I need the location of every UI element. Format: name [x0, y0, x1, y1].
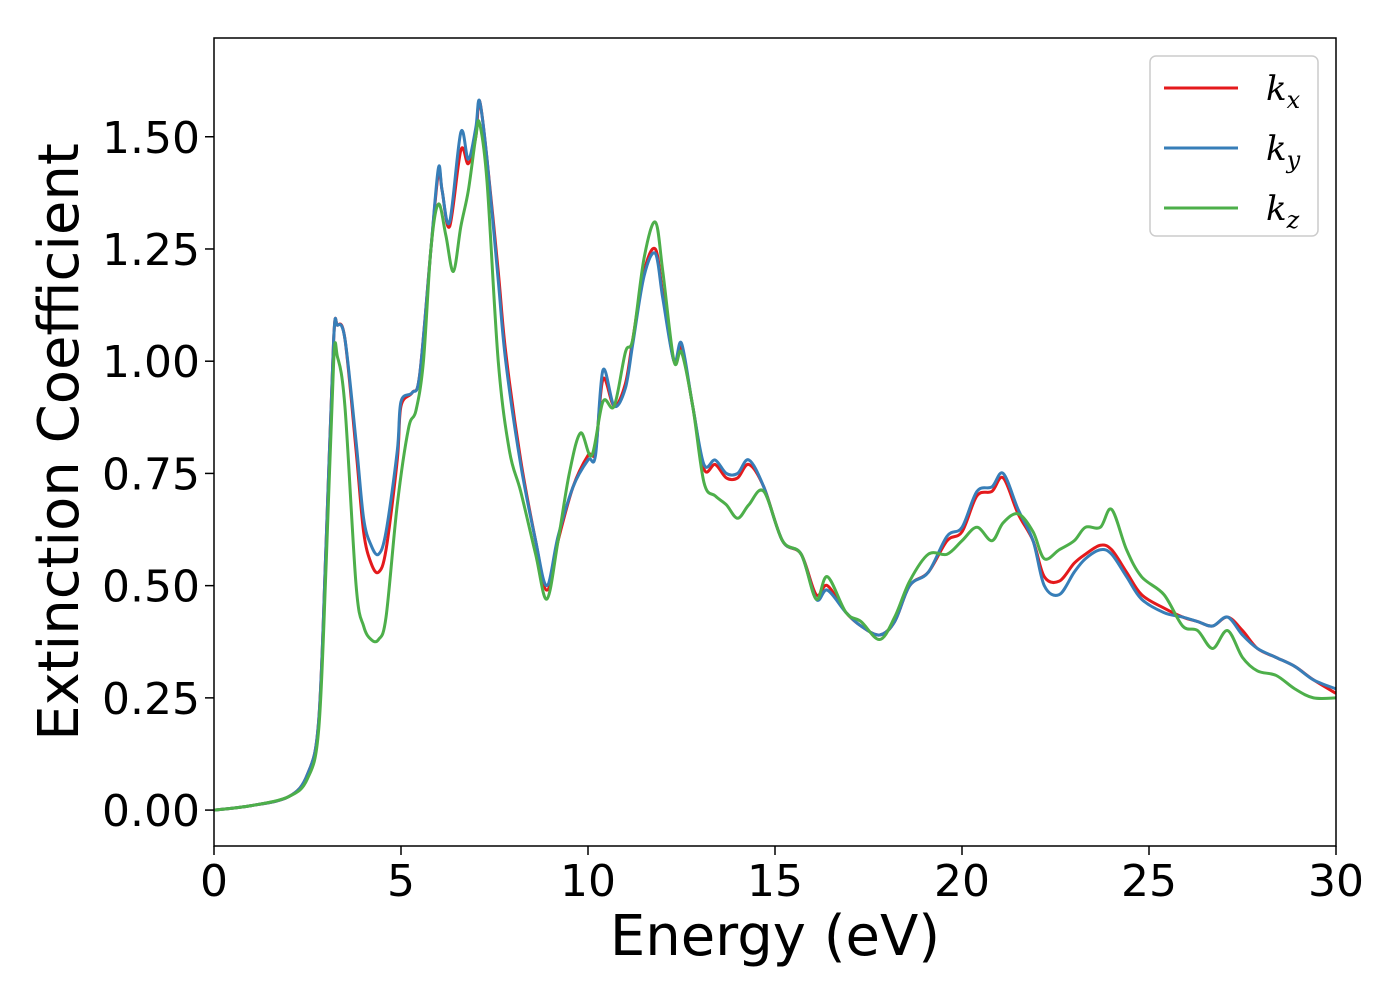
y-tick-label: 1.50	[102, 113, 200, 164]
plot-lines	[214, 98, 1336, 812]
x-axis-ticks: 0 5 10 15 20 25 30	[200, 846, 1364, 907]
x-tick-label: 15	[747, 856, 803, 907]
y-tick-label: 1.00	[102, 337, 200, 388]
legend-box	[1149, 55, 1319, 237]
x-tick-label: 0	[200, 856, 228, 907]
x-tick-label: 20	[934, 856, 990, 907]
y-tick-label: 0.00	[102, 786, 200, 837]
x-tick-label: 10	[560, 856, 616, 907]
x-tick-label: 5	[387, 856, 415, 907]
y-tick-label: 1.25	[102, 225, 200, 276]
y-tick-label: 0.25	[102, 674, 200, 725]
series-line-kz	[214, 119, 1336, 812]
y-tick-label: 0.50	[102, 562, 200, 613]
legend-label-kz: kz	[1266, 189, 1300, 234]
x-tick-label: 30	[1308, 856, 1364, 907]
x-tick-label: 25	[1121, 856, 1177, 907]
x-axis-label: Energy (eV)	[610, 904, 940, 969]
y-tick-label: 0.75	[102, 449, 200, 500]
y-axis-ticks: 0.00 0.25 0.50 0.75 1.00 1.25 1.50	[102, 113, 214, 837]
y-axis-label: Extinction Coefficient	[27, 143, 92, 741]
series-line-ky	[214, 98, 1336, 812]
